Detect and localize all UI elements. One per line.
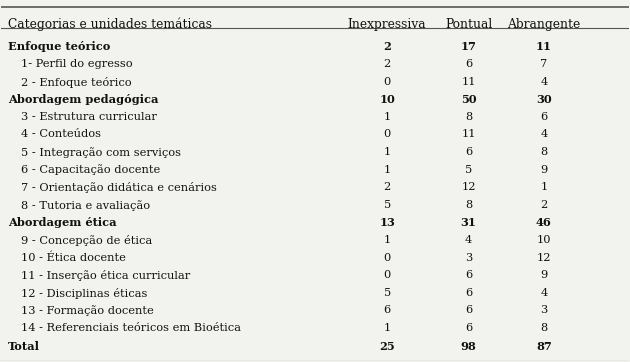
Text: 1- Perfil do egresso: 1- Perfil do egresso — [21, 59, 133, 69]
Text: 7: 7 — [541, 59, 547, 69]
Text: 3: 3 — [465, 253, 472, 262]
Text: 7 - Orientação didática e cenários: 7 - Orientação didática e cenários — [21, 182, 217, 193]
Text: 0: 0 — [384, 270, 391, 280]
Text: 6 - Capacitação docente: 6 - Capacitação docente — [21, 165, 161, 175]
Text: 3 - Estrutura curricular: 3 - Estrutura curricular — [21, 112, 158, 122]
Text: 13 - Formação docente: 13 - Formação docente — [21, 305, 154, 316]
Text: 5 - Integração com serviços: 5 - Integração com serviços — [21, 147, 181, 158]
Text: 14 - Referenciais teóricos em Bioética: 14 - Referenciais teóricos em Bioética — [21, 323, 241, 333]
Text: 2: 2 — [383, 41, 391, 52]
Text: 11: 11 — [461, 76, 476, 87]
Text: 8 - Tutoria e avaliação: 8 - Tutoria e avaliação — [21, 200, 151, 211]
Text: 2: 2 — [541, 200, 547, 210]
Text: 13: 13 — [379, 217, 395, 228]
Text: 10: 10 — [379, 94, 395, 105]
Text: 2 - Enfoque teórico: 2 - Enfoque teórico — [21, 76, 132, 88]
Text: 4: 4 — [465, 235, 472, 245]
Text: 25: 25 — [379, 341, 395, 352]
Text: 2: 2 — [384, 182, 391, 192]
Text: 87: 87 — [536, 341, 552, 352]
Text: 6: 6 — [465, 305, 472, 315]
Text: 31: 31 — [461, 217, 477, 228]
Text: 11: 11 — [461, 129, 476, 139]
Text: 8: 8 — [541, 147, 547, 157]
Text: 0: 0 — [384, 129, 391, 139]
Text: 1: 1 — [384, 323, 391, 333]
Text: 10 - Ética docente: 10 - Ética docente — [21, 253, 127, 263]
Text: Inexpressiva: Inexpressiva — [348, 17, 427, 30]
Text: 8: 8 — [541, 323, 547, 333]
Text: 12: 12 — [461, 182, 476, 192]
Text: 1: 1 — [384, 147, 391, 157]
Text: 11 - Inserção ética curricular: 11 - Inserção ética curricular — [21, 270, 191, 281]
Text: 9: 9 — [541, 270, 547, 280]
Text: 9 - Concepção de ética: 9 - Concepção de ética — [21, 235, 152, 246]
Text: 4 - Conteúdos: 4 - Conteúdos — [21, 129, 101, 139]
Text: 1: 1 — [384, 235, 391, 245]
Text: 11: 11 — [536, 41, 552, 52]
Text: Total: Total — [8, 341, 40, 352]
Text: 6: 6 — [465, 323, 472, 333]
Text: 6: 6 — [465, 288, 472, 298]
Text: 6: 6 — [541, 112, 547, 122]
Text: 17: 17 — [461, 41, 477, 52]
Text: 6: 6 — [465, 270, 472, 280]
Text: 12 - Disciplinas éticas: 12 - Disciplinas éticas — [21, 288, 148, 299]
Text: 1: 1 — [541, 182, 547, 192]
Text: Abrangente: Abrangente — [507, 17, 581, 30]
Text: 0: 0 — [384, 253, 391, 262]
Text: 0: 0 — [384, 76, 391, 87]
Text: 8: 8 — [465, 112, 472, 122]
Text: 6: 6 — [384, 305, 391, 315]
Text: Pontual: Pontual — [445, 17, 492, 30]
Text: 98: 98 — [461, 341, 476, 352]
Text: 4: 4 — [541, 129, 547, 139]
Text: 6: 6 — [465, 147, 472, 157]
Text: Abordagem pedagógica: Abordagem pedagógica — [8, 94, 158, 105]
Text: 12: 12 — [537, 253, 551, 262]
Text: Abordagem ética: Abordagem ética — [8, 217, 117, 228]
Text: 2: 2 — [384, 59, 391, 69]
Text: 5: 5 — [465, 165, 472, 174]
Text: 46: 46 — [536, 217, 552, 228]
Text: 5: 5 — [384, 200, 391, 210]
Text: 30: 30 — [536, 94, 552, 105]
Text: 8: 8 — [465, 200, 472, 210]
Text: 6: 6 — [465, 59, 472, 69]
Text: 1: 1 — [384, 112, 391, 122]
Text: 4: 4 — [541, 76, 547, 87]
Text: 10: 10 — [537, 235, 551, 245]
Text: 9: 9 — [541, 165, 547, 174]
Text: 50: 50 — [461, 94, 476, 105]
Text: 1: 1 — [384, 165, 391, 174]
Text: Categorias e unidades temáticas: Categorias e unidades temáticas — [8, 17, 212, 31]
Text: 5: 5 — [384, 288, 391, 298]
Text: Enfoque teórico: Enfoque teórico — [8, 41, 110, 52]
Text: 3: 3 — [541, 305, 547, 315]
Text: 4: 4 — [541, 288, 547, 298]
